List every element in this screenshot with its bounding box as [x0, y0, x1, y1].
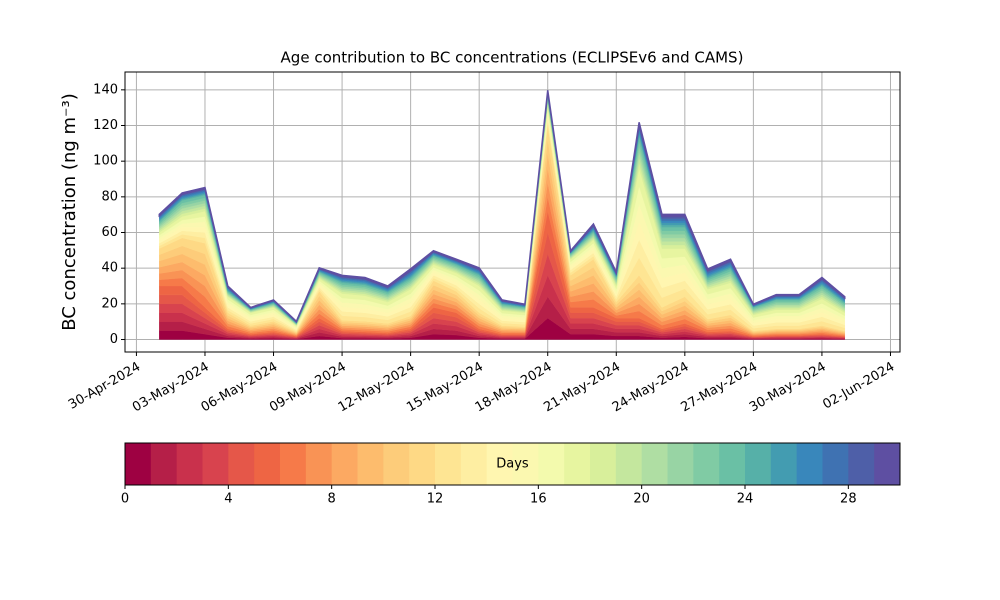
- x-tick-label: 12-May-2024: [336, 360, 418, 416]
- x-tick-label: 02-Jun-2024: [820, 360, 897, 413]
- plot-frame: [124, 71, 901, 353]
- x-tick-label: 27-May-2024: [678, 360, 760, 416]
- y-tick-label: 100: [93, 154, 118, 169]
- colorbar-tick-label: 20: [633, 492, 650, 507]
- colorbar-cell: [693, 443, 720, 485]
- y-axis-label: BC concentration (ng m⁻³): [59, 93, 80, 331]
- x-tick-label: 18-May-2024: [473, 360, 555, 416]
- x-tick-label: 09-May-2024: [267, 360, 349, 416]
- colorbar-cell: [874, 443, 901, 485]
- colorbar-cell: [745, 443, 772, 485]
- colorbar-cell: [848, 443, 875, 485]
- colorbar-tick-label: 16: [530, 492, 547, 507]
- colorbar-tick-label: 12: [427, 492, 444, 507]
- colorbar-frame: [124, 442, 901, 486]
- colorbar-cell: [150, 443, 178, 485]
- y-tick-label: 80: [101, 189, 118, 204]
- colorbar-cell: [667, 443, 694, 485]
- x-tick-label: 06-May-2024: [199, 360, 281, 416]
- colorbar-cell: [564, 443, 591, 485]
- colorbar-tick-label: 24: [737, 492, 754, 507]
- colorbar-cell: [770, 443, 798, 485]
- colorbar-label: Days: [496, 457, 529, 472]
- area-layer: [158, 90, 846, 323]
- y-tick-label: 20: [101, 296, 118, 311]
- colorbar-cell: [460, 443, 488, 485]
- colorbar-cell: [305, 443, 333, 485]
- colorbar-tick-label: 4: [224, 492, 232, 507]
- colorbar-cell: [435, 443, 462, 485]
- area-layer: [159, 96, 845, 325]
- colorbar-cell: [383, 443, 410, 485]
- colorbar-cell: [125, 443, 152, 485]
- x-tick-label: 03-May-2024: [130, 360, 212, 416]
- colorbar-cell: [176, 443, 203, 485]
- x-tick-label: 15-May-2024: [404, 360, 486, 416]
- colorbar-cell: [202, 443, 229, 485]
- colorbar-cell: [409, 443, 436, 485]
- chart-title: Age contribution to BC concentrations (E…: [281, 49, 744, 67]
- x-tick-label: 30-May-2024: [747, 360, 829, 416]
- colorbar-cell: [357, 443, 384, 485]
- colorbar-cell: [822, 443, 849, 485]
- y-tick-label: 0: [110, 332, 118, 347]
- x-tick-label: 24-May-2024: [610, 360, 692, 416]
- colorbar-cell: [719, 443, 746, 485]
- colorbar-cell: [641, 443, 668, 485]
- colorbar-cell: [615, 443, 643, 485]
- colorbar-tick-label: 8: [328, 492, 336, 507]
- colorbar-cell: [590, 443, 617, 485]
- y-tick-label: 40: [101, 261, 118, 276]
- colorbar-cell: [486, 443, 513, 485]
- colorbar-cell: [538, 443, 565, 485]
- colorbar-cell: [331, 443, 358, 485]
- y-tick-label: 120: [93, 118, 118, 133]
- colorbar-cell: [512, 443, 539, 485]
- colorbar-cell: [796, 443, 823, 485]
- y-tick-label: 60: [101, 225, 118, 240]
- colorbar-cell: [228, 443, 255, 485]
- colorbar-tick-label: 28: [840, 492, 857, 507]
- colorbar-cell: [280, 443, 307, 485]
- x-tick-label: 21-May-2024: [541, 360, 623, 416]
- colorbar-cell: [254, 443, 281, 485]
- y-tick-label: 140: [93, 82, 118, 97]
- colorbar-tick-label: 0: [121, 492, 129, 507]
